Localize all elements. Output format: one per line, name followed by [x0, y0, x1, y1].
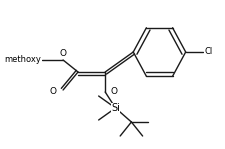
Text: O: O: [60, 49, 67, 59]
Text: O: O: [111, 87, 118, 97]
Text: O: O: [50, 87, 56, 97]
Text: Cl: Cl: [204, 48, 213, 56]
Text: methoxy: methoxy: [5, 55, 42, 65]
Text: Si: Si: [111, 103, 120, 113]
